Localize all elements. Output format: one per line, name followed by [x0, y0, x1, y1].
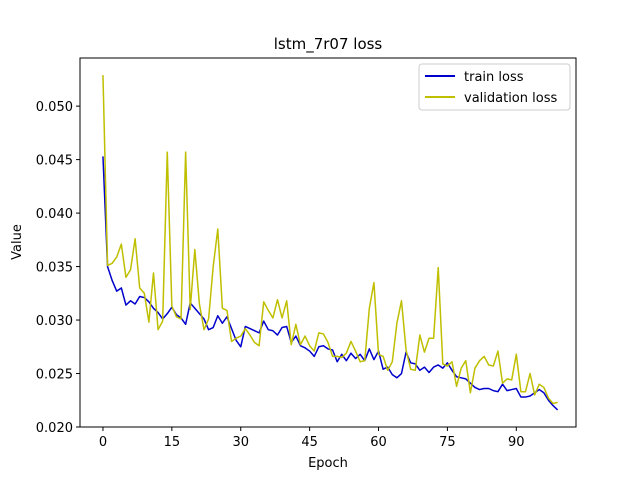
- chart-title: lstm_7r07 loss: [274, 35, 383, 54]
- legend-box: [418, 63, 571, 111]
- validation-loss-line: [102, 75, 558, 405]
- y-axis: 0.020 0.025 0.030 0.035 0.040 0.045 0.050: [36, 100, 80, 436]
- legend: train loss validation loss: [418, 63, 571, 111]
- y-tick-label: 0.035: [36, 261, 73, 276]
- y-tick-label: 0.040: [36, 207, 73, 222]
- y-tick-label: 0.020: [36, 421, 73, 436]
- y-tick-label: 0.030: [36, 314, 73, 329]
- plot-lines: [102, 75, 559, 411]
- legend-label-train: train loss: [464, 70, 524, 85]
- plot-frame: [79, 57, 577, 428]
- y-tick-label: 0.045: [36, 154, 73, 169]
- x-tick-label: 90: [508, 435, 525, 450]
- y-tick-label: 0.050: [36, 100, 73, 115]
- x-tick-label: 45: [301, 435, 318, 450]
- x-tick-label: 75: [439, 435, 456, 450]
- x-tick-label: 60: [370, 435, 387, 450]
- legend-label-validation: validation loss: [464, 91, 557, 106]
- x-tick-label: 0: [99, 435, 107, 450]
- x-axis: 0 15 30 45 60 75 90: [99, 427, 525, 450]
- x-tick-label: 15: [164, 435, 181, 450]
- y-axis-title: Value: [10, 224, 25, 260]
- x-tick-label: 30: [232, 435, 249, 450]
- y-tick-label: 0.025: [36, 368, 73, 383]
- x-axis-title: Epoch: [308, 456, 348, 471]
